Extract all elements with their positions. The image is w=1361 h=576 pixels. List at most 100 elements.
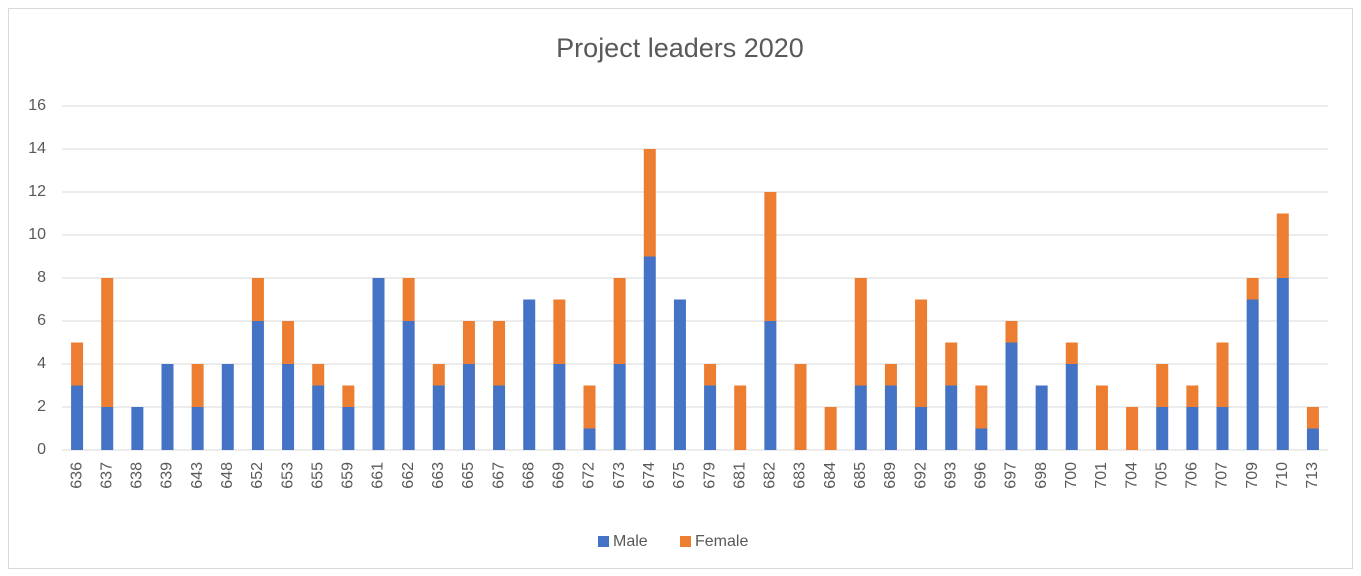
bar-segment — [1186, 385, 1199, 407]
chart-title: Project leaders 2020 — [556, 33, 804, 63]
bar-segment — [884, 385, 897, 450]
x-tick-label: 706 — [1184, 462, 1201, 489]
x-tick-label: 683 — [792, 462, 809, 489]
bar-segment — [734, 385, 747, 450]
x-tick-label: 709 — [1244, 462, 1261, 489]
bar-segment — [643, 256, 656, 450]
bar-segment — [1035, 385, 1048, 450]
bar-segment — [493, 385, 506, 450]
bar-segment — [251, 278, 264, 321]
x-tick-label: 663 — [430, 462, 447, 489]
bar-segment — [191, 407, 204, 450]
bar-segment — [312, 385, 325, 450]
bar-segment — [704, 364, 717, 386]
x-tick-label: 669 — [551, 462, 568, 489]
y-tick-label: 12 — [28, 183, 46, 200]
bar-segment — [342, 407, 355, 450]
x-tick-label: 665 — [460, 462, 477, 489]
bar-segment — [71, 342, 84, 386]
bar-segment — [613, 278, 626, 364]
bar-segment — [704, 385, 717, 450]
y-tick-label: 0 — [37, 441, 46, 458]
x-tick-label: 643 — [189, 462, 206, 489]
bar-segment — [854, 385, 867, 450]
bar-segment — [1246, 278, 1259, 300]
x-tick-label: 638 — [129, 462, 146, 489]
bar-segment — [945, 342, 958, 386]
x-tick-label: 685 — [852, 462, 869, 489]
chart-frame — [8, 8, 1353, 569]
bar-segment — [583, 428, 596, 450]
bar-segment — [613, 364, 626, 450]
x-tick-label: 681 — [731, 462, 748, 489]
bar-segment — [1156, 407, 1169, 450]
x-tick-label: 667 — [490, 462, 507, 489]
bar-segment — [553, 299, 566, 364]
bar-segment — [975, 385, 988, 429]
bar-segment — [915, 407, 928, 450]
bar-segment — [1095, 385, 1108, 450]
x-tick-label: 700 — [1063, 462, 1080, 489]
bar-segment — [975, 428, 988, 450]
bar-segment — [312, 364, 325, 386]
x-tick-label: 701 — [1093, 462, 1110, 489]
bar-segment — [794, 364, 807, 450]
x-tick-label: 637 — [98, 462, 115, 489]
y-tick-label: 8 — [37, 269, 46, 286]
y-tick-label: 16 — [28, 97, 46, 114]
bar-segment — [764, 192, 777, 321]
x-tick-label: 707 — [1214, 462, 1231, 489]
bar-segment — [432, 364, 445, 386]
x-tick-label: 662 — [400, 462, 417, 489]
x-tick-label: 682 — [762, 462, 779, 489]
bar-segment — [915, 299, 928, 407]
bar-segment — [372, 278, 385, 450]
legend-label: Male — [613, 533, 648, 550]
x-tick-label: 696 — [973, 462, 990, 489]
bar-segment — [1065, 342, 1078, 364]
bar-segment — [854, 278, 867, 386]
x-tick-label: 674 — [641, 462, 658, 489]
legend-swatch — [680, 536, 691, 547]
bar-segment — [1216, 407, 1229, 450]
x-tick-label: 655 — [309, 462, 326, 489]
bar-segment — [1005, 342, 1018, 450]
y-tick-label: 2 — [37, 398, 46, 415]
bar-segment — [71, 385, 84, 450]
bar-segment — [1276, 278, 1289, 450]
bar-segment — [251, 321, 264, 450]
legend-label: Female — [695, 533, 748, 550]
bar-segment — [462, 321, 475, 364]
x-tick-label: 659 — [340, 462, 357, 489]
x-tick-label: 679 — [701, 462, 718, 489]
bar-segment — [493, 321, 506, 386]
x-tick-label: 672 — [581, 462, 598, 489]
bar-segment — [101, 278, 114, 407]
bar-segment — [553, 364, 566, 450]
bar-segment — [191, 364, 204, 407]
bar-segment — [282, 321, 295, 364]
x-tick-label: 675 — [671, 462, 688, 489]
bar-segment — [342, 385, 355, 407]
bar-segment — [1306, 407, 1319, 429]
bar-segment — [1306, 428, 1319, 450]
x-tick-label: 668 — [520, 462, 537, 489]
x-tick-label: 684 — [822, 462, 839, 489]
bar-segment — [402, 278, 415, 321]
x-tick-label: 697 — [1003, 462, 1020, 489]
x-tick-label: 705 — [1153, 462, 1170, 489]
x-tick-label: 704 — [1123, 462, 1140, 489]
bar-segment — [1276, 213, 1289, 278]
bar-segment — [221, 364, 234, 450]
x-tick-label: 636 — [68, 462, 85, 489]
x-tick-label: 673 — [611, 462, 628, 489]
bar-segment — [824, 407, 837, 450]
bar-segment — [643, 149, 656, 257]
x-tick-label: 661 — [370, 462, 387, 489]
x-tick-label: 693 — [942, 462, 959, 489]
bar-segment — [884, 364, 897, 386]
bar-segment — [282, 364, 295, 450]
bar-segment — [1156, 364, 1169, 407]
bar-segment — [583, 385, 596, 429]
